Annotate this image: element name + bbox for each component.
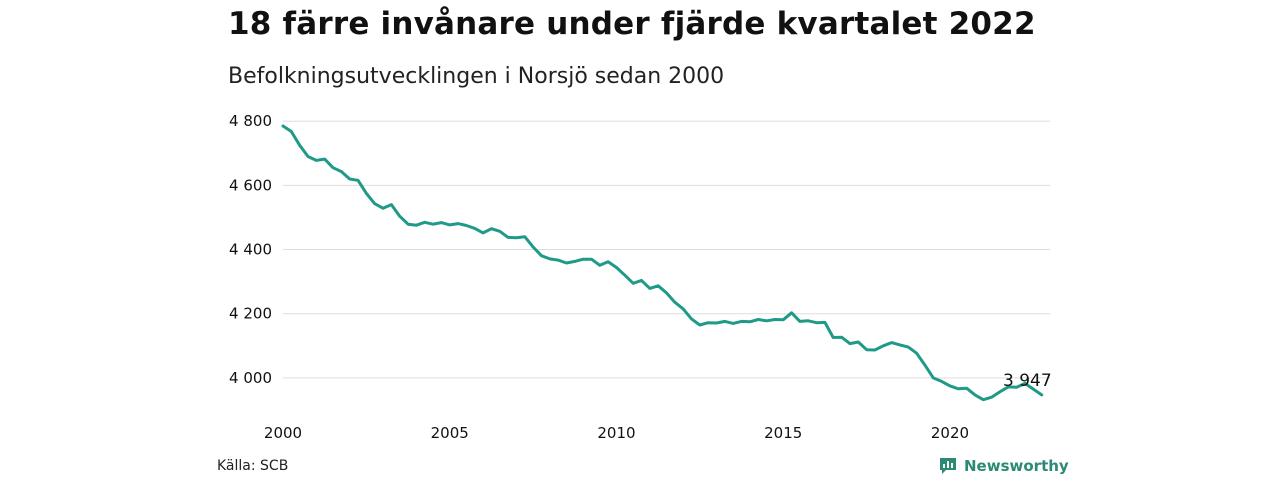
brand-name: Newsworthy <box>964 457 1069 475</box>
data-label: 3 947 <box>1003 371 1052 391</box>
chart-subtitle: Befolkningsutvecklingen i Norsjö sedan 2… <box>228 64 725 89</box>
series-lines <box>281 124 1044 402</box>
newsworthy-logo-icon <box>940 458 956 474</box>
y-tick-label: 4 200 <box>229 305 272 323</box>
x-tick-label: 2020 <box>931 424 969 442</box>
source-note: Källa: SCB <box>217 458 289 474</box>
annotations: 3 947 <box>1003 371 1052 391</box>
x-tick-label: 2005 <box>431 424 469 442</box>
series-line <box>281 124 1044 402</box>
x-tick-label: 2010 <box>597 424 635 442</box>
chart-title: 18 färre invånare under fjärde kvartalet… <box>228 6 1036 42</box>
y-tick-label: 4 000 <box>229 369 272 387</box>
y-tick-label: 4 800 <box>229 112 272 130</box>
x-tick-label: 2000 <box>264 424 302 442</box>
y-axis-tick-labels: 4 000 4 200 4 400 4 600 4 800 <box>229 112 272 387</box>
x-tick-label: 2015 <box>764 424 802 442</box>
x-axis-tick-labels: 2000 2005 2010 2015 2020 <box>264 424 969 442</box>
y-tick-label: 4 400 <box>229 241 272 259</box>
grid-lines <box>283 120 1050 379</box>
brand-logo: Newsworthy <box>938 456 1069 476</box>
y-tick-label: 4 600 <box>229 176 272 194</box>
